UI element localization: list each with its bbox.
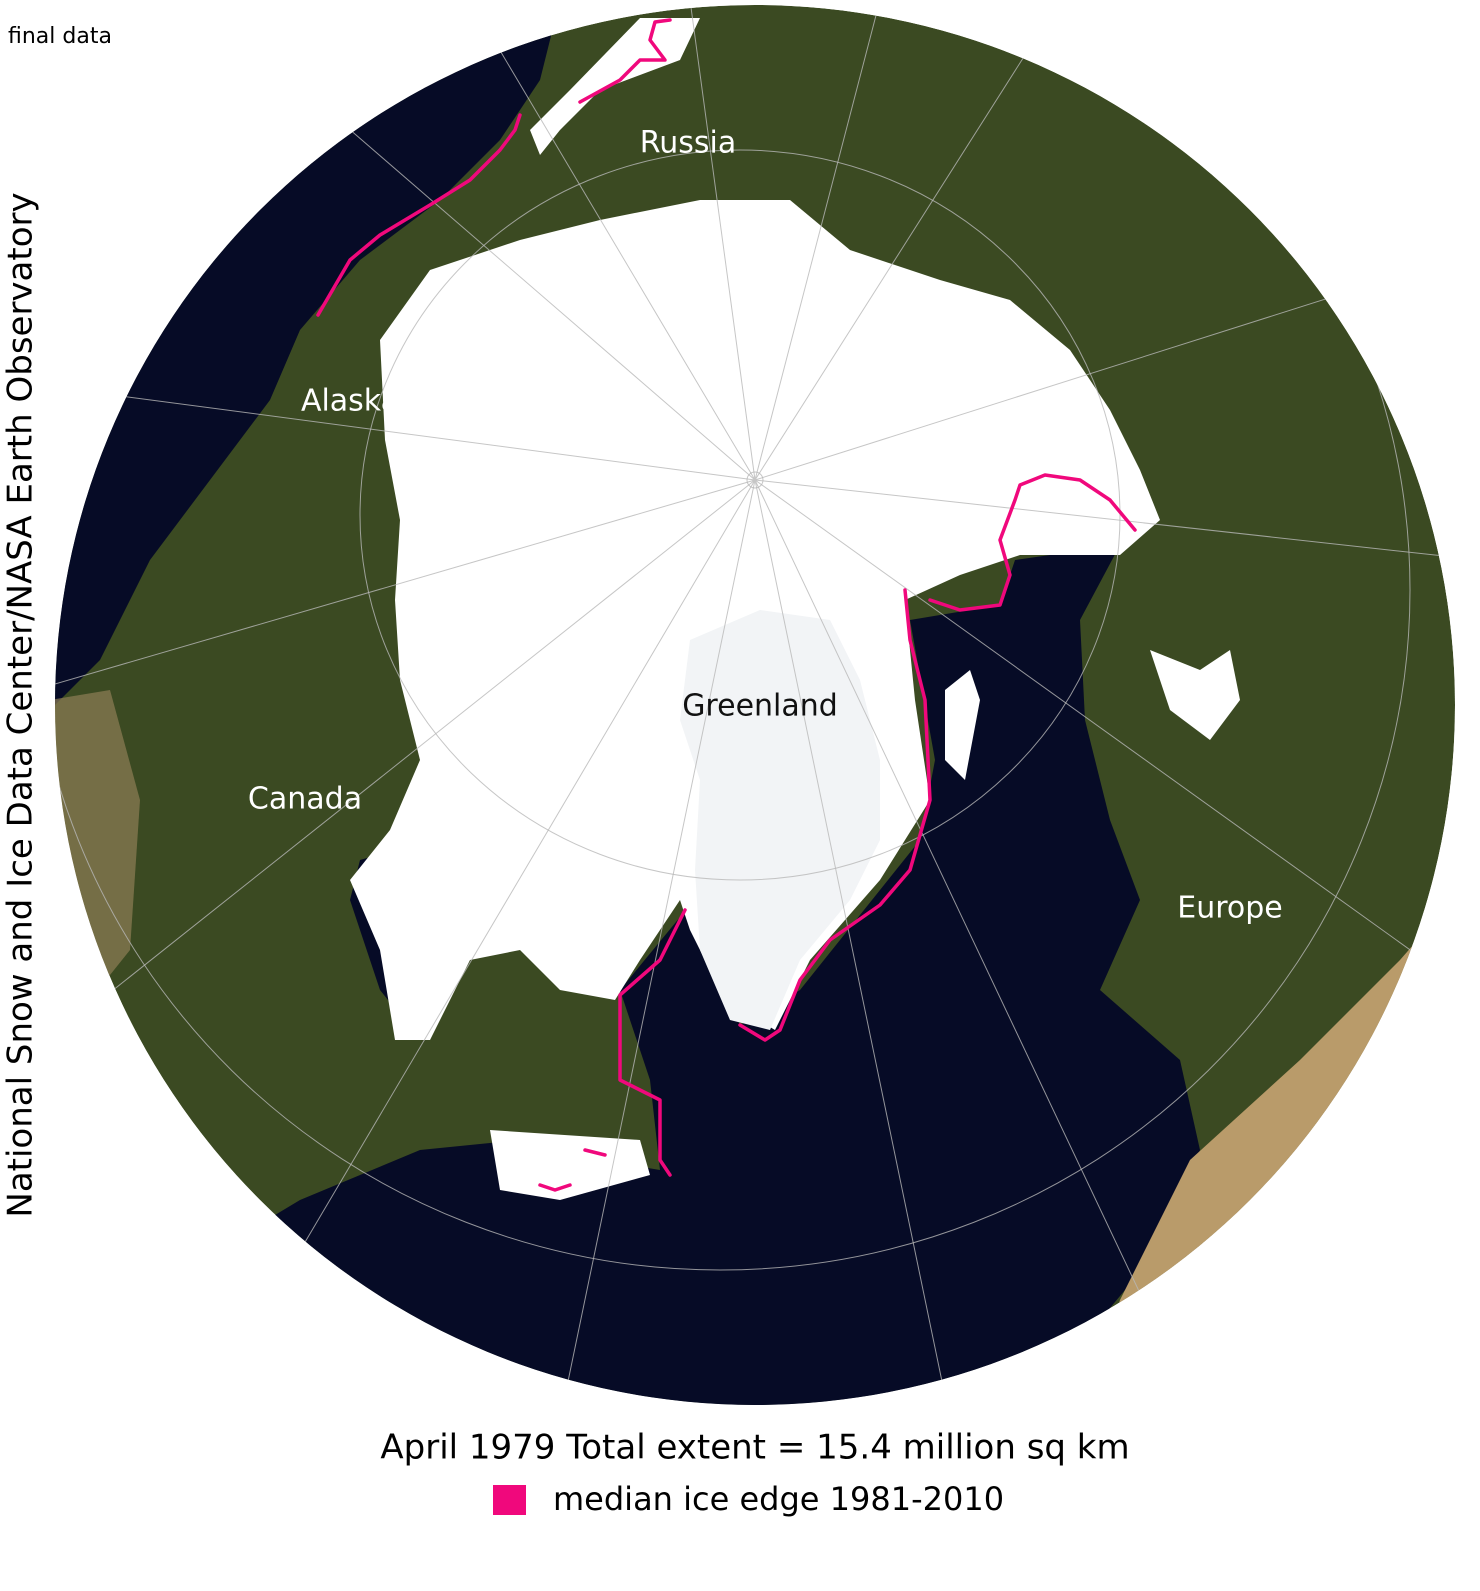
latitude-line (55, 5, 1411, 1271)
map-label: Russia (640, 126, 737, 161)
sea-ice (945, 670, 980, 780)
snow (1150, 650, 1240, 740)
globe: Russia Alaska Canada Greenland Europe (55, 5, 1455, 1405)
graticule (55, 5, 1455, 1405)
greenland-ice (680, 610, 880, 1030)
map-label: Alaska (301, 384, 399, 419)
map-label: Canada (248, 782, 362, 817)
pole (746, 471, 764, 489)
map-label: Greenland (682, 689, 838, 724)
median-ice-edge (316, 18, 1137, 1192)
latitude-line (359, 149, 1121, 881)
sea-ice (490, 1130, 650, 1200)
caption-title: April 1979 Total extent = 15.4 million s… (380, 1428, 1129, 1468)
map-label: Europe (1177, 891, 1283, 926)
legend-label: median ice edge 1981-2010 (553, 1480, 1004, 1518)
status-text: final data (8, 24, 112, 49)
longitude-lines (55, 5, 1455, 1405)
legend-swatch (493, 1485, 526, 1515)
credit-text: National Snow and Ice Data Center/NASA E… (1, 192, 41, 1217)
